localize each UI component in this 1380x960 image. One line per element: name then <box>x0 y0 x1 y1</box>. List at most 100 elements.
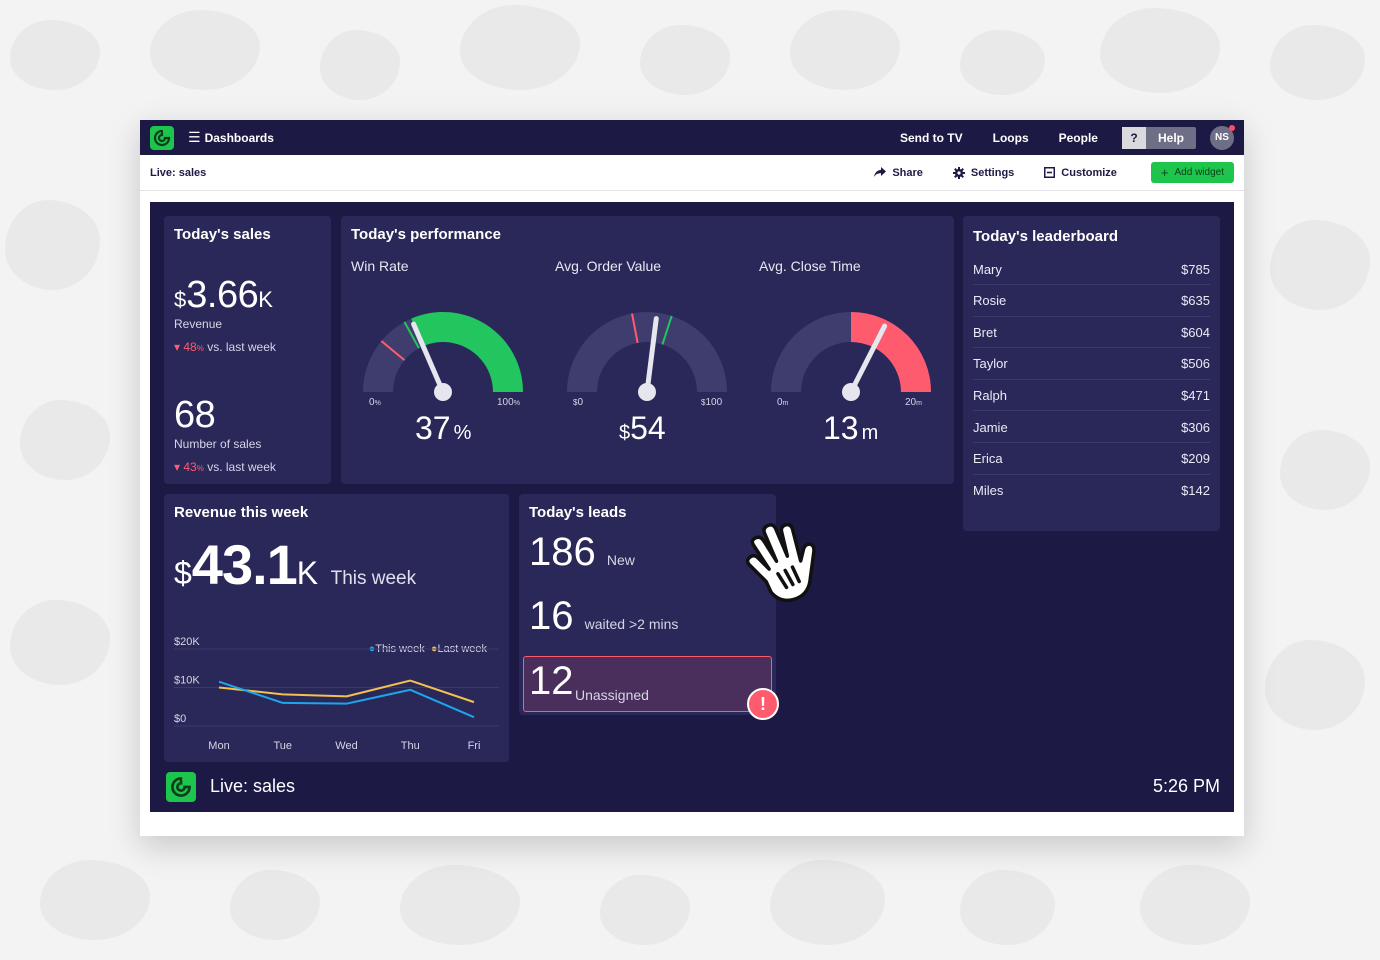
avatar-initials: NS <box>1215 132 1229 143</box>
gauge-needle <box>411 321 446 395</box>
footer-clock: 5:26 PM <box>1152 776 1220 796</box>
new-leads-value: 186 <box>529 530 596 574</box>
unassigned-alert-box: 12 Unassigned <box>523 656 772 712</box>
hamburger-menu-icon[interactable]: ☰ <box>188 129 201 145</box>
leaderboard-row: Miles $142 <box>973 475 1210 506</box>
sales-count-value: 68 <box>174 394 216 436</box>
help-button[interactable]: ? Help <box>1121 126 1196 149</box>
percent-unit: % <box>196 464 204 473</box>
leaderboard-name: Taylor <box>973 356 1008 372</box>
revenue-week-value: 43.1 <box>191 533 298 596</box>
leaderboard-amount: $209 <box>1181 451 1210 467</box>
logo-swirl-icon <box>171 777 191 797</box>
revenue-week-metric: $43.1K This week <box>174 532 416 597</box>
customize-label: Customize <box>1061 166 1117 179</box>
y-tick-label: $0 <box>174 713 186 725</box>
leaderboard-name: Ralph <box>973 387 1007 403</box>
leaderboard-amount: $306 <box>1181 419 1210 435</box>
share-button[interactable]: Share <box>874 167 923 179</box>
dashboards-menu[interactable]: Dashboards <box>204 130 274 145</box>
notification-dot <box>1229 124 1235 131</box>
gauge-hub <box>434 383 452 401</box>
customize-icon <box>1044 167 1056 178</box>
plus-icon: + <box>1160 165 1169 180</box>
series-line-last-week <box>218 679 475 704</box>
gauge-track <box>567 312 727 392</box>
gauge-needle <box>644 316 659 395</box>
x-tick-label: Wed <box>335 740 357 752</box>
revenue-label: Revenue <box>174 317 223 331</box>
series-line-this-week <box>218 680 475 719</box>
leaderboard-name: Bret <box>973 324 997 340</box>
nav-people[interactable]: People <box>1058 130 1098 145</box>
gauge-title: Win Rate <box>351 258 409 274</box>
alert-icon-glyph: ! <box>760 693 766 714</box>
y-tick-label: $10K <box>174 675 200 687</box>
gauge-fill <box>851 312 931 392</box>
leaderboard-name: Rosie <box>973 293 1007 309</box>
gauge-value: 37% <box>415 410 472 446</box>
widget-title: Today's leads <box>529 504 627 521</box>
add-widget-label: Add widget <box>1174 167 1224 178</box>
unit-symbol: K <box>258 287 273 312</box>
gauge-title: Avg. Close Time <box>759 258 861 274</box>
settings-label: Settings <box>970 166 1015 179</box>
currency-symbol: $ <box>174 287 187 312</box>
user-avatar[interactable]: NS <box>1210 124 1235 150</box>
sales-count-trend: ▾ 43% vs. last week <box>174 460 276 474</box>
dashboard-canvas: Today's sales $3.66K Revenue ▾ 48% vs. l… <box>150 202 1234 812</box>
gauge-max-label: $100 <box>701 397 723 408</box>
unassigned-leads-value: 12 <box>529 659 574 703</box>
gear-icon <box>952 166 965 179</box>
add-widget-button[interactable]: + Add widget <box>1150 162 1234 183</box>
hand-cursor-icon <box>745 522 816 603</box>
help-icon: ? <box>1121 126 1146 149</box>
gauge-min-label: 0% <box>369 397 381 408</box>
leaderboard-row: Rosie $635 <box>973 286 1210 317</box>
waited-leads-label: waited >2 mins <box>584 616 679 632</box>
gauge-value: $54 <box>619 410 666 446</box>
nav-send-to-tv[interactable]: Send to TV <box>899 130 963 145</box>
new-leads-label: New <box>606 552 635 568</box>
leaderboard-name: Mary <box>973 261 1002 277</box>
widget-title: Today's leaderboard <box>973 228 1118 245</box>
brand-logo[interactable] <box>150 125 174 150</box>
gauge-fill <box>411 312 523 392</box>
dashboard-title: Live: sales <box>150 166 207 179</box>
percent-unit: % <box>196 344 204 353</box>
revenue-change-value: 48 <box>183 340 197 354</box>
todays-sales-widget[interactable]: Today's sales $3.66K Revenue ▾ 48% vs. l… <box>164 216 331 484</box>
revenue-trend: ▾ 48% vs. last week <box>174 340 276 354</box>
revenue-week-label: This week <box>330 568 417 589</box>
customize-button[interactable]: Customize <box>1044 167 1117 179</box>
revenue-week-widget[interactable]: Revenue this week $43.1K This week ●This… <box>164 494 509 762</box>
gauge-min-label: 0m <box>777 397 789 408</box>
alert-icon: ! <box>747 688 779 720</box>
settings-button[interactable]: Settings <box>952 166 1015 179</box>
nav-loops[interactable]: Loops <box>992 130 1029 145</box>
gauge-title: Avg. Order Value <box>555 258 662 274</box>
leaderboard-row: Mary $785 <box>973 254 1210 285</box>
todays-leads-widget[interactable]: Today's leads 186 New 16 waited >2 mins … <box>519 494 779 720</box>
gauge-dial <box>771 312 931 401</box>
gauge-marker <box>631 313 639 344</box>
leaderboard-name: Miles <box>973 483 1004 499</box>
gauge-needle <box>848 323 888 395</box>
share-label: Share <box>892 166 923 179</box>
down-arrow-icon: ▾ <box>174 460 181 474</box>
unit-symbol: K <box>296 555 319 591</box>
gauge-dial <box>363 312 523 401</box>
sales-change-value: 43 <box>183 460 197 474</box>
leaderboard-widget[interactable]: Today's leaderboard Mary $785 Rosie $635 Bre… <box>963 216 1220 531</box>
x-tick-label: Tue <box>273 740 292 752</box>
leaderboard-name: Jamie <box>973 419 1008 435</box>
x-tick-label: Thu <box>401 740 420 752</box>
waited-leads-value: 16 <box>529 594 574 638</box>
footer-dashboard-title: Live: sales <box>210 776 296 796</box>
top-nav-bar: ☰ Dashboards Send to TV Loops People ? H… <box>140 120 1244 155</box>
leaderboard-amount: $506 <box>1181 356 1210 372</box>
gauge-max-label: 20m <box>905 397 922 408</box>
leaderboard-row: Taylor $506 <box>973 349 1210 380</box>
todays-performance-widget[interactable]: Today's performance Win Rate 0% 100% 37% Avg… <box>341 216 954 484</box>
